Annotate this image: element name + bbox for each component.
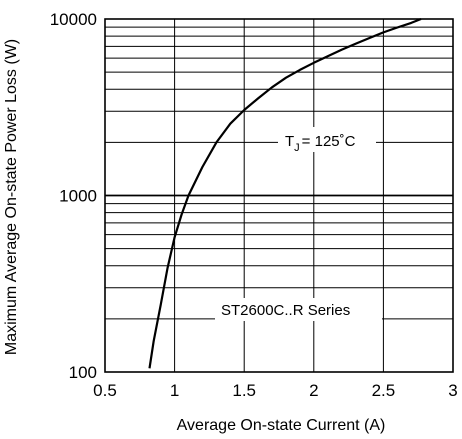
y-tick-label: 1000 — [59, 187, 97, 206]
x-axis-title: Average On-state Current (A) — [177, 417, 386, 434]
series-annotation-bg — [215, 298, 382, 321]
x-tick-label: 0.5 — [93, 381, 117, 400]
svg-text:TJ= 125˚C: TJ = 125˚C — [285, 133, 356, 154]
temperature-subscript: J — [294, 142, 300, 154]
curve-layer — [148, 17, 422, 369]
y-tick-label: 100 — [69, 363, 97, 382]
series-label: ST2600C..R Series — [221, 302, 350, 319]
y-axis-title: Maximum Average On-state Power Loss (W) — [3, 39, 20, 355]
x-tick-label: 3 — [448, 381, 457, 400]
power-loss-curve — [148, 17, 422, 369]
temperature-prefix: T — [285, 133, 294, 150]
x-tick-label: 1.5 — [232, 381, 256, 400]
x-tick-label: 1 — [170, 381, 179, 400]
temperature-suffix: = 125˚C — [302, 133, 356, 150]
plot-frame — [104, 18, 454, 373]
x-tick-label: 2 — [309, 381, 318, 400]
x-tick-label: 2.5 — [372, 381, 396, 400]
series-annotation: ST2600C..R Series — [215, 298, 382, 321]
temperature-annotation: TJ = 125˚C — [278, 127, 376, 154]
y-tick-label: 10000 — [50, 10, 97, 29]
temperature-annotation-bg — [278, 127, 376, 152]
tick-labels: 0.5 1 1.5 2 2.5 3 100 1000 10000 — [50, 10, 458, 400]
